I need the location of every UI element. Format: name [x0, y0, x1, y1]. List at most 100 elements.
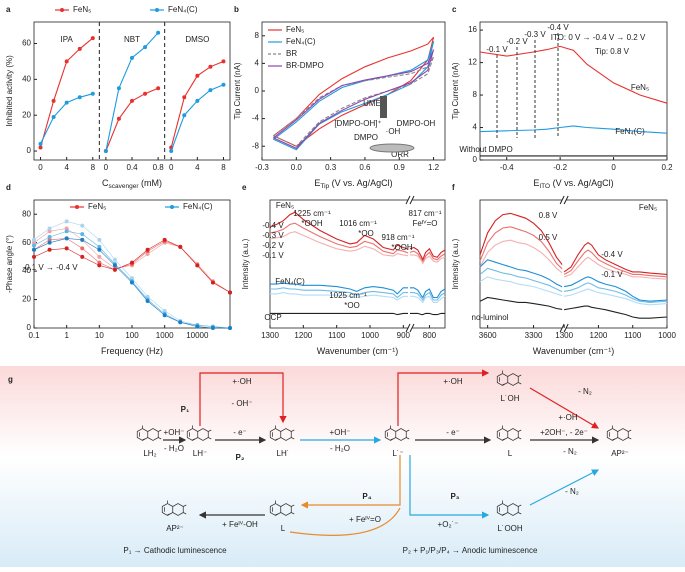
data-point: [97, 260, 102, 265]
axis-break-mark: [563, 323, 569, 333]
legend-label: BR: [286, 49, 297, 58]
footer-text: P₁ → Cathodic luminescence: [123, 546, 227, 555]
axis-break-mark: [563, 195, 569, 205]
reaction-label: - H₂O: [164, 444, 184, 453]
curve: [270, 282, 410, 295]
data-point: [145, 294, 150, 299]
y-axis-title: Inhibited activity (%): [5, 55, 14, 127]
reaction-label: +OH⁻: [330, 428, 351, 437]
curve: [409, 246, 446, 262]
data-point: [47, 234, 52, 239]
x-tick-label: 1000: [156, 331, 174, 340]
curve: [410, 295, 446, 304]
y-tick-label: 8: [255, 31, 260, 40]
data-point: [162, 313, 167, 318]
plot-frame: [269, 199, 446, 329]
panel-label: g: [8, 375, 13, 384]
curve: [269, 211, 411, 251]
reaction-label: - H₂O: [330, 444, 350, 453]
plot-frame: [479, 199, 668, 329]
data-point: [80, 246, 85, 251]
data-point: [64, 59, 69, 64]
data-point: [64, 226, 69, 231]
data-point: [145, 252, 150, 257]
data-point: [47, 247, 52, 252]
curve: [564, 305, 668, 319]
annotation: -0.1 V: [601, 270, 623, 279]
y-tick-label: 40: [22, 74, 31, 83]
x-tick-label: 0: [169, 163, 174, 172]
segment-label: DMSO: [185, 35, 209, 44]
reaction-label: - N₂: [565, 487, 579, 496]
annotation: *OOH: [301, 219, 323, 228]
data-point: [97, 244, 102, 249]
data-point: [47, 226, 52, 231]
x-tick-label: -0.2: [553, 163, 567, 172]
segment-label: IPA: [61, 35, 74, 44]
y-tick-label: -4: [252, 114, 260, 123]
panel-label: a: [6, 5, 11, 14]
data-point: [143, 91, 148, 96]
curve: [33, 220, 231, 329]
data-point: [130, 55, 134, 60]
panel-label: f: [452, 183, 455, 192]
species-label: AP²⁻: [166, 524, 184, 533]
y-axis-title: Tip Current (nA): [451, 62, 460, 119]
species-label: L˙OH: [500, 394, 519, 403]
curve: [479, 45, 668, 104]
curve: [479, 239, 565, 275]
x-tick-label: 1100: [624, 331, 642, 340]
curve: [479, 276, 565, 297]
x-tick-label: 3600: [479, 331, 497, 340]
curve: [270, 312, 410, 316]
y-tick-label: 4: [255, 59, 260, 68]
x-tick-label: 4: [195, 163, 200, 172]
y-tick-label: 0: [473, 155, 478, 164]
panel-label: e: [242, 183, 247, 192]
x-axis-title: EITO (V vs. Ag/AgCl): [533, 178, 613, 189]
segment-label: NBT: [124, 35, 140, 44]
curve: [479, 125, 668, 134]
data-point: [228, 326, 232, 330]
axis-title-part: (V vs. Ag/AgCl): [329, 178, 393, 188]
curve: [410, 312, 445, 316]
axis-break-mark: [409, 195, 415, 205]
data-point: [80, 232, 85, 237]
annotation: FeN₅: [276, 201, 294, 210]
annotation: FeN₄(C): [275, 277, 305, 286]
curve: [563, 242, 668, 275]
legend-label: FeN₅: [88, 202, 106, 211]
panel-label: d: [6, 183, 11, 192]
axis-title-part: E: [314, 178, 320, 188]
data-point: [112, 257, 117, 262]
y-tick-label: 20: [22, 295, 31, 304]
inset-disc: [369, 143, 415, 153]
x-tick-label: 1.2: [428, 163, 440, 172]
annotation: [DMPO-OH]⁺: [334, 119, 381, 128]
x-tick-label: 1300: [555, 331, 573, 340]
data-point: [80, 237, 85, 242]
reaction-label: +·OH: [558, 413, 578, 422]
x-tick-label: 800: [423, 331, 437, 340]
legend-label: FeN₄(C): [286, 37, 316, 46]
curve: [410, 291, 446, 301]
data-point: [32, 243, 36, 248]
data-point: [32, 254, 36, 259]
reaction-label: - N₂: [563, 447, 577, 456]
y-tick-label: 0: [255, 86, 260, 95]
data-point: [97, 254, 102, 259]
annotation: -0.2 V: [262, 241, 284, 250]
y-tick-label: 8: [473, 90, 478, 99]
x-tick-label: 3300: [525, 331, 543, 340]
annotation: 1016 cm⁻¹: [339, 219, 377, 228]
axis-title-part: (V vs. Ag/AgCl): [550, 178, 614, 188]
x-tick-label: 8: [221, 163, 226, 172]
annotation: FeN₄(C): [615, 127, 645, 136]
axis-title-part: Wavenumber (cm⁻¹): [317, 346, 398, 356]
axis-break-mark: [405, 323, 411, 333]
data-point: [38, 145, 43, 150]
data-point: [221, 82, 226, 87]
data-point: [77, 46, 82, 51]
annotation: 918 cm⁻¹: [381, 233, 414, 242]
x-tick-label: 8: [91, 163, 96, 172]
